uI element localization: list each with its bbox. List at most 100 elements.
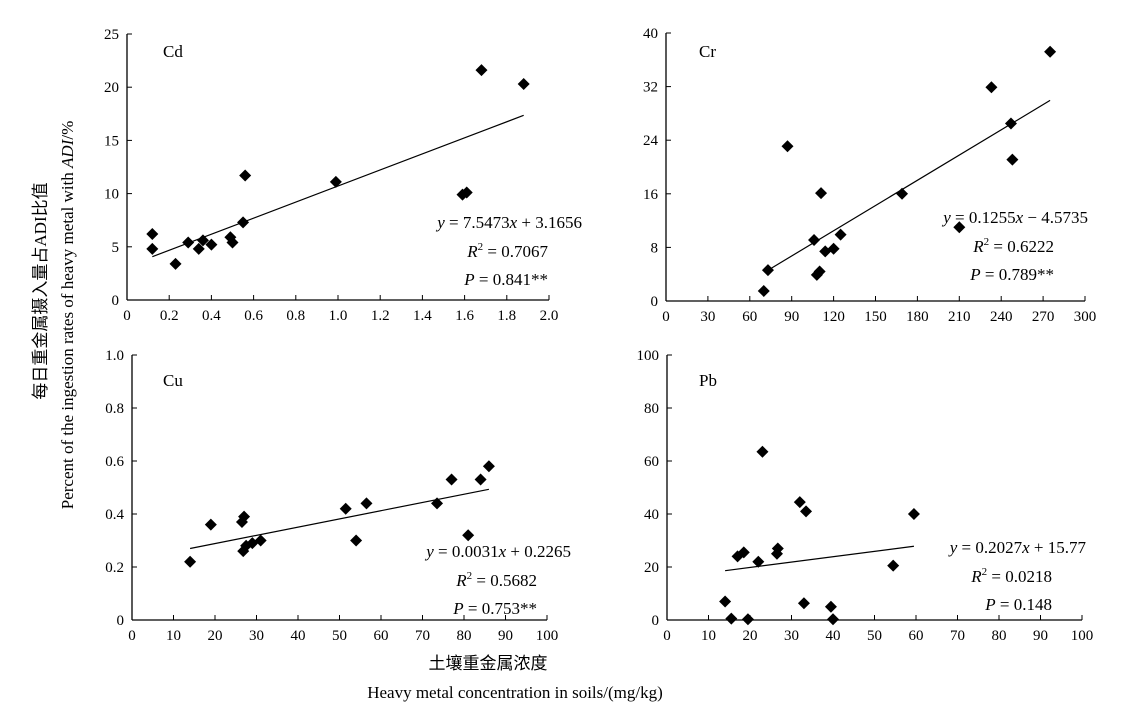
x-tick-label-cu: 90	[498, 628, 513, 644]
p-label-cu: P	[452, 599, 463, 618]
data-point-cd	[237, 216, 250, 229]
r2-value-cu: = 0.5682	[472, 571, 537, 590]
y-axis-title-en-adi: ADI	[58, 138, 77, 169]
r2-value-pb: = 0.0218	[987, 567, 1052, 586]
panel-label-cr: Cr	[699, 42, 716, 61]
x-tick-label-cu: 30	[249, 628, 264, 644]
y-tick-label-cr: 16	[643, 187, 659, 203]
chart-panels: 0 0.2 0.4 0.6 0.8 1.0 1.2 1.4 1.6 1.8 2.0051015202…	[104, 26, 1096, 644]
p-label-cd: P	[463, 270, 474, 289]
eq-x-cd: x	[509, 213, 518, 232]
data-point-pb	[752, 555, 765, 568]
y-axis-title-en-suffix: /%	[58, 121, 77, 140]
r2-sup-cd: 2	[478, 241, 484, 253]
data-point-cu	[204, 518, 217, 531]
data-point-cr	[827, 242, 840, 255]
data-point-cd	[182, 236, 195, 249]
x-axis-title-zh: 土壤重金属浓度	[429, 653, 548, 673]
y-tick-label-cr: 0	[651, 294, 659, 310]
x-tick-label-cr: 270	[1032, 309, 1055, 325]
r2-sup-pb: 2	[982, 566, 988, 578]
data-point-cu	[462, 529, 475, 542]
data-point-cu	[350, 534, 363, 547]
x-tick-label-cd: 0	[123, 308, 131, 324]
x-tick-label-pb: 30	[784, 628, 799, 644]
x-tick-label-cu: 10	[166, 628, 181, 644]
data-point-cd	[196, 234, 209, 247]
x-tick-label-cr: 0	[662, 309, 670, 325]
data-point-pb	[793, 496, 806, 509]
data-point-cd	[329, 175, 342, 188]
x-tick-label-cu: 0	[128, 628, 136, 644]
panel-cd: 0 0.2 0.4 0.6 0.8 1.0 1.2 1.4 1.6 1.8 2.0 0 5 10 15 20 2…	[104, 27, 582, 324]
data-point-cd	[226, 236, 239, 249]
data-point-cd	[475, 64, 488, 77]
x-tick-label-cr: 90	[784, 309, 799, 325]
x-tick-label-cr: 30	[700, 309, 715, 325]
data-point-cu	[238, 510, 251, 523]
x-tick-label-pb: 90	[1033, 628, 1048, 644]
y-tick-label-cu: 1.0	[105, 348, 124, 364]
data-point-cr	[761, 264, 774, 277]
data-point-cr	[896, 187, 909, 200]
x-tick-label-cr: 180	[906, 309, 929, 325]
x-tick-label-pb: 70	[950, 628, 965, 644]
x-tick-label-cu: 60	[374, 628, 389, 644]
data-point-pb	[737, 546, 750, 559]
data-point-cu	[482, 460, 495, 473]
data-point-cd	[517, 78, 530, 91]
eq-intercept-cr: − 4.5735	[1023, 208, 1088, 227]
x-tick-label-cd: 2.0	[540, 308, 559, 324]
eq-intercept-cd: + 3.1656	[517, 213, 582, 232]
y-tick-label-pb: 40	[644, 507, 659, 523]
x-tick-label-cd: 1.8	[497, 308, 516, 324]
p-label-pb: P	[984, 595, 995, 614]
y-tick-label-cr: 32	[643, 80, 658, 96]
y-tick-label-cr: 8	[651, 240, 659, 256]
trend-line-cd	[152, 114, 524, 258]
y-tick-label-cu: 0.2	[105, 560, 124, 576]
data-point-pb	[725, 612, 738, 625]
y-tick-label-cd: 15	[104, 133, 119, 149]
p-value-cu: P = 0.753**	[452, 599, 537, 618]
panel-cu: 0 10 20 30 40 50 60 70 80 90 100 0 0.2 0.4 0.6 0.8 1.0 Cu…	[105, 348, 571, 644]
x-tick-label-cu: 50	[332, 628, 347, 644]
r2-sup-cu: 2	[467, 570, 473, 582]
data-point-cr	[834, 228, 847, 241]
data-point-pb	[741, 613, 754, 626]
x-tick-label-pb: 0	[663, 628, 671, 644]
x-tick-label-cd: 0.6	[244, 308, 263, 324]
y-axis-title: 每日重金属摄入量占ADI比值 Percent of the ingestion …	[31, 121, 77, 510]
data-point-cr	[985, 81, 998, 94]
panel-label-cu: Cu	[163, 371, 183, 390]
r2-value-cr: = 0.6222	[989, 237, 1054, 256]
data-point-cu	[254, 534, 267, 547]
panel-label-cd: Cd	[163, 42, 183, 61]
y-tick-label-cu: 0.4	[105, 507, 124, 523]
x-tick-label-cd: 1.6	[455, 308, 474, 324]
x-tick-label-pb: 40	[826, 628, 841, 644]
y-axis-title-zh: 每日重金属摄入量占ADI比值	[31, 182, 50, 399]
data-point-pb	[719, 595, 732, 608]
eq-intercept-cu: + 0.2265	[506, 542, 571, 561]
r-squared-cd: R2 = 0.7067	[466, 241, 548, 261]
data-point-cd	[460, 186, 473, 199]
x-tick-label-cr: 60	[742, 309, 757, 325]
y-tick-label-pb: 20	[644, 560, 659, 576]
data-point-cr	[757, 284, 770, 297]
y-axis-title-en: Percent of the ingestion rates of heavy …	[58, 121, 77, 510]
eq-slope-cd: = 7.5473	[445, 213, 510, 232]
y-tick-label-cd: 5	[112, 240, 120, 256]
x-tick-label-cr: 150	[864, 309, 887, 325]
data-point-cu	[339, 502, 352, 515]
y-tick-label-cu: 0.6	[105, 454, 124, 470]
panel-pb: 0 10 20 30 40 50 60 70 80 90 100 0 20 40 60 80 100 Pb y = …	[637, 348, 1094, 644]
data-point-pb	[907, 508, 920, 520]
x-tick-label-cu: 100	[536, 628, 559, 644]
y-tick-label-pb: 0	[652, 613, 660, 629]
data-point-cr	[815, 187, 828, 200]
data-point-cr	[808, 234, 821, 247]
r2-label-cd: R	[466, 242, 478, 261]
data-point-cr	[1004, 117, 1017, 130]
